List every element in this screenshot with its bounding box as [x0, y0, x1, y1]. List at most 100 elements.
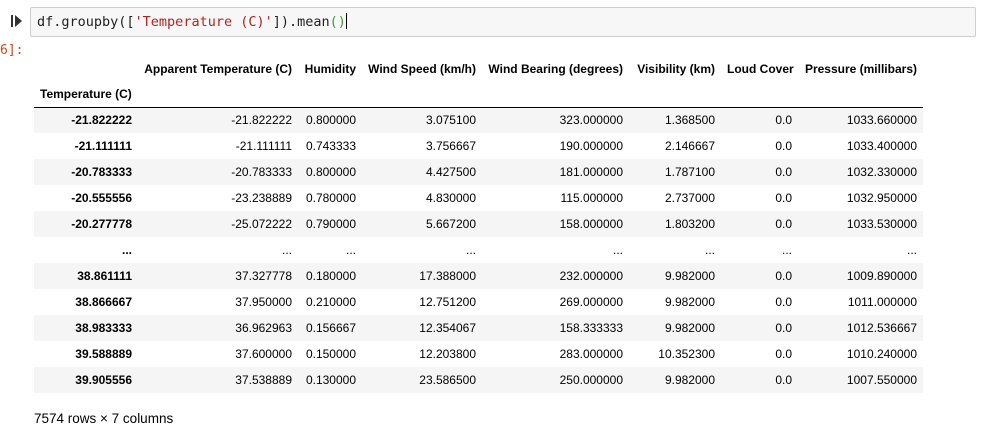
table-cell: 9.982000: [664, 373, 715, 387]
table-row: 39.588889 37.600000 0.150000 12.203800 283.0…: [34, 341, 923, 367]
column-header: Wind Speed (km/h): [368, 62, 476, 76]
column-header: Wind Bearing (degrees): [488, 62, 623, 76]
table-cell: ...: [612, 243, 623, 257]
row-index: -21.822222: [71, 113, 132, 128]
code-token: 'Temperature (C)': [134, 14, 273, 30]
table-cell: 4.427500: [425, 165, 476, 179]
table-cell: -25.072222: [231, 217, 292, 231]
table-row: -20.277778 -25.072222 0.790000 5.667200 158.…: [34, 211, 923, 237]
table-cell: 323.000000: [559, 113, 623, 128]
table-cell: -23.238889: [231, 191, 292, 205]
table-row: 38.861111 37.327778 0.180000 17.388000 232.0…: [34, 263, 923, 289]
column-header: Apparent Temperature (C): [144, 62, 292, 76]
table-row: 39.905556 37.538889 0.130000 23.586500 250.0…: [34, 367, 923, 393]
table-row: ........................: [34, 237, 923, 263]
table-cell: 0.0: [775, 191, 792, 205]
table-cell: 1012.536667: [846, 321, 917, 335]
table-cell: 1.368500: [664, 113, 715, 128]
table-cell: 4.830000: [425, 191, 476, 205]
output-prompt: 6]:: [0, 43, 24, 58]
table-cell: 0.800000: [305, 113, 356, 128]
row-index: 39.588889: [75, 347, 132, 361]
index-name-row: Temperature (C): [34, 82, 923, 108]
table-cell: 1009.890000: [846, 269, 917, 283]
table-cell: -20.783333: [231, 165, 292, 179]
table-cell: 0.156667: [305, 321, 356, 335]
table-cell: 12.751200: [419, 295, 476, 309]
code-token: ]).mean: [272, 14, 330, 30]
row-index: 38.983333: [75, 321, 132, 335]
column-header: Humidity: [304, 62, 356, 76]
table-cell: ...: [465, 243, 476, 257]
table-cell: 1032.950000: [846, 191, 917, 205]
dataframe-body: -21.822222 -21.822222 0.800000 3.075100 323.…: [34, 107, 923, 393]
table-cell: 0.743333: [305, 139, 356, 153]
row-index: ...: [121, 243, 132, 257]
table-cell: 10.352300: [658, 347, 715, 361]
column-header: Pressure (millibars): [804, 62, 917, 76]
table-cell: 0.790000: [305, 217, 356, 231]
table-cell: 0.0: [775, 373, 792, 387]
table-cell: 0.150000: [305, 347, 356, 361]
table-cell: 0.0: [775, 269, 792, 283]
table-cell: 2.737000: [664, 191, 715, 205]
table-cell: 3.075100: [425, 113, 476, 128]
table-cell: 0.0: [775, 295, 792, 309]
row-index: 38.861111: [77, 269, 132, 283]
table-cell: 1007.550000: [846, 373, 917, 387]
column-header: Visibility (km): [637, 62, 715, 76]
table-cell: 12.203800: [419, 347, 476, 361]
table-cell: 283.000000: [559, 347, 623, 361]
table-row: -20.783333 -20.783333 0.800000 4.427500 181.…: [34, 159, 923, 185]
table-cell: 1033.660000: [846, 113, 917, 128]
table-cell: 0.0: [775, 113, 792, 128]
table-cell: ...: [781, 243, 792, 257]
table-cell: 232.000000: [559, 269, 623, 283]
row-index: 39.905556: [75, 373, 132, 387]
table-row: 38.983333 36.962963 0.156667 12.354067 158.3…: [34, 315, 923, 341]
table-cell: 9.982000: [664, 269, 715, 283]
table-cell: 269.000000: [559, 295, 623, 309]
row-index: -20.277778: [71, 217, 132, 231]
table-cell: 0.0: [775, 321, 792, 335]
code-token: df.groupby([: [37, 14, 135, 30]
table-cell: 37.538889: [235, 373, 292, 387]
table-cell: -21.111111: [235, 139, 292, 153]
run-cell-icon[interactable]: [11, 14, 23, 28]
table-cell: 37.950000: [235, 295, 292, 309]
text-cursor: [345, 13, 347, 29]
table-cell: ...: [281, 243, 292, 257]
table-cell: 37.327778: [235, 269, 292, 283]
table-cell: 0.0: [775, 217, 792, 231]
header-corner: [34, 56, 138, 82]
table-cell: 0.0: [775, 139, 792, 153]
column-header: Loud Cover: [727, 62, 794, 76]
table-cell: 115.000000: [560, 191, 623, 205]
table-cell: 1.803200: [664, 217, 715, 231]
table-cell: 23.586500: [419, 373, 476, 387]
table-cell: 5.667200: [425, 217, 476, 231]
table-cell: 36.962963: [235, 321, 292, 335]
table-cell: 0.210000: [305, 295, 356, 309]
table-row: -20.555556 -23.238889 0.780000 4.830000 115.…: [34, 185, 923, 211]
code-cell-input[interactable]: df.groupby(['Temperature (C)']).mean(): [30, 7, 976, 37]
table-cell: 1032.330000: [846, 165, 917, 179]
table-cell: 0.130000: [305, 373, 356, 387]
row-index: -20.555556: [71, 191, 132, 205]
table-cell: 37.600000: [235, 347, 292, 361]
table-cell: ...: [345, 243, 356, 257]
dataframe-output: Apparent Temperature (C) Humidity Wind Spe…: [34, 56, 923, 393]
table-cell: 1033.400000: [846, 139, 917, 153]
table-row: -21.822222 -21.822222 0.800000 3.075100 323.…: [34, 107, 923, 133]
table-cell: ...: [704, 243, 715, 257]
table-cell: 250.000000: [559, 373, 623, 387]
table-cell: 9.982000: [664, 321, 715, 335]
table-cell: 9.982000: [664, 295, 715, 309]
table-cell: 2.146667: [664, 139, 715, 153]
code-line: df.groupby(['Temperature (C)']).mean(): [37, 14, 346, 30]
table-cell: 1.787100: [664, 165, 715, 179]
table-cell: 17.388000: [419, 269, 476, 283]
row-index: -21.111111: [74, 139, 132, 153]
table-cell: 158.000000: [559, 217, 623, 231]
table-cell: 190.000000: [559, 139, 623, 153]
